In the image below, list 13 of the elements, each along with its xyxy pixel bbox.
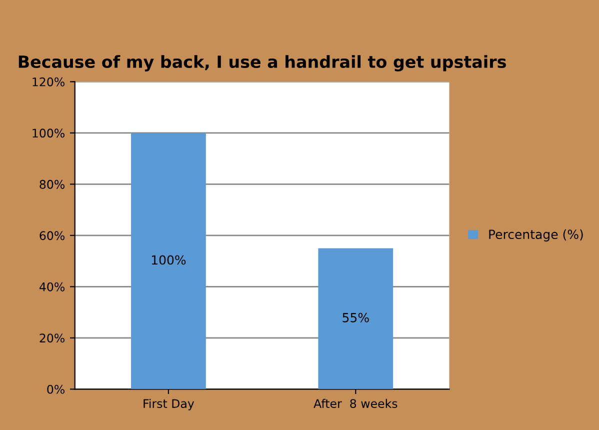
- y-tick-label: 40%: [39, 282, 64, 292]
- y-tick-label: 100%: [32, 128, 64, 138]
- y-tick-label: 0%: [47, 384, 64, 394]
- text: 55%: [342, 312, 369, 322]
- legend-label: Percentage (%): [489, 229, 583, 242]
- x-tick-label: First Day: [144, 398, 194, 410]
- x-tick-label: After 8 weeks: [314, 398, 398, 408]
- text: 100%: [152, 255, 186, 265]
- y-tick-label: 120%: [32, 77, 64, 86]
- y-tick-label: 20%: [40, 334, 64, 343]
- y-tick-label: 60%: [40, 231, 64, 240]
- chart-title: Because of my back, I use a handrail to get upstairs: [18, 55, 506, 72]
- y-tick-label: 80%: [40, 180, 64, 189]
